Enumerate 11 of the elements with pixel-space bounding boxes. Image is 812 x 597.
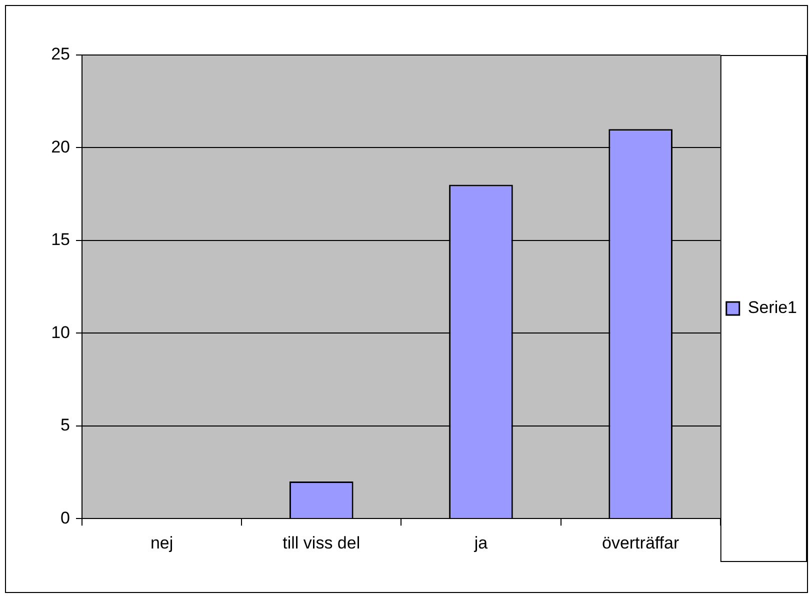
y-tick-label: 20 xyxy=(51,137,70,156)
x-tick-label: ja xyxy=(473,533,488,552)
x-tick-label: till viss del xyxy=(282,533,360,552)
y-tick-label: 10 xyxy=(51,322,70,342)
y-tick-label: 5 xyxy=(60,416,70,435)
x-tick-label: överträffar xyxy=(602,533,680,552)
legend-label: Serie1 xyxy=(748,298,797,318)
x-tick-label: nej xyxy=(150,533,174,552)
y-tick-label: 15 xyxy=(51,230,70,250)
y-tick-label: 25 xyxy=(51,44,70,64)
y-tick-label: 0 xyxy=(60,508,70,528)
